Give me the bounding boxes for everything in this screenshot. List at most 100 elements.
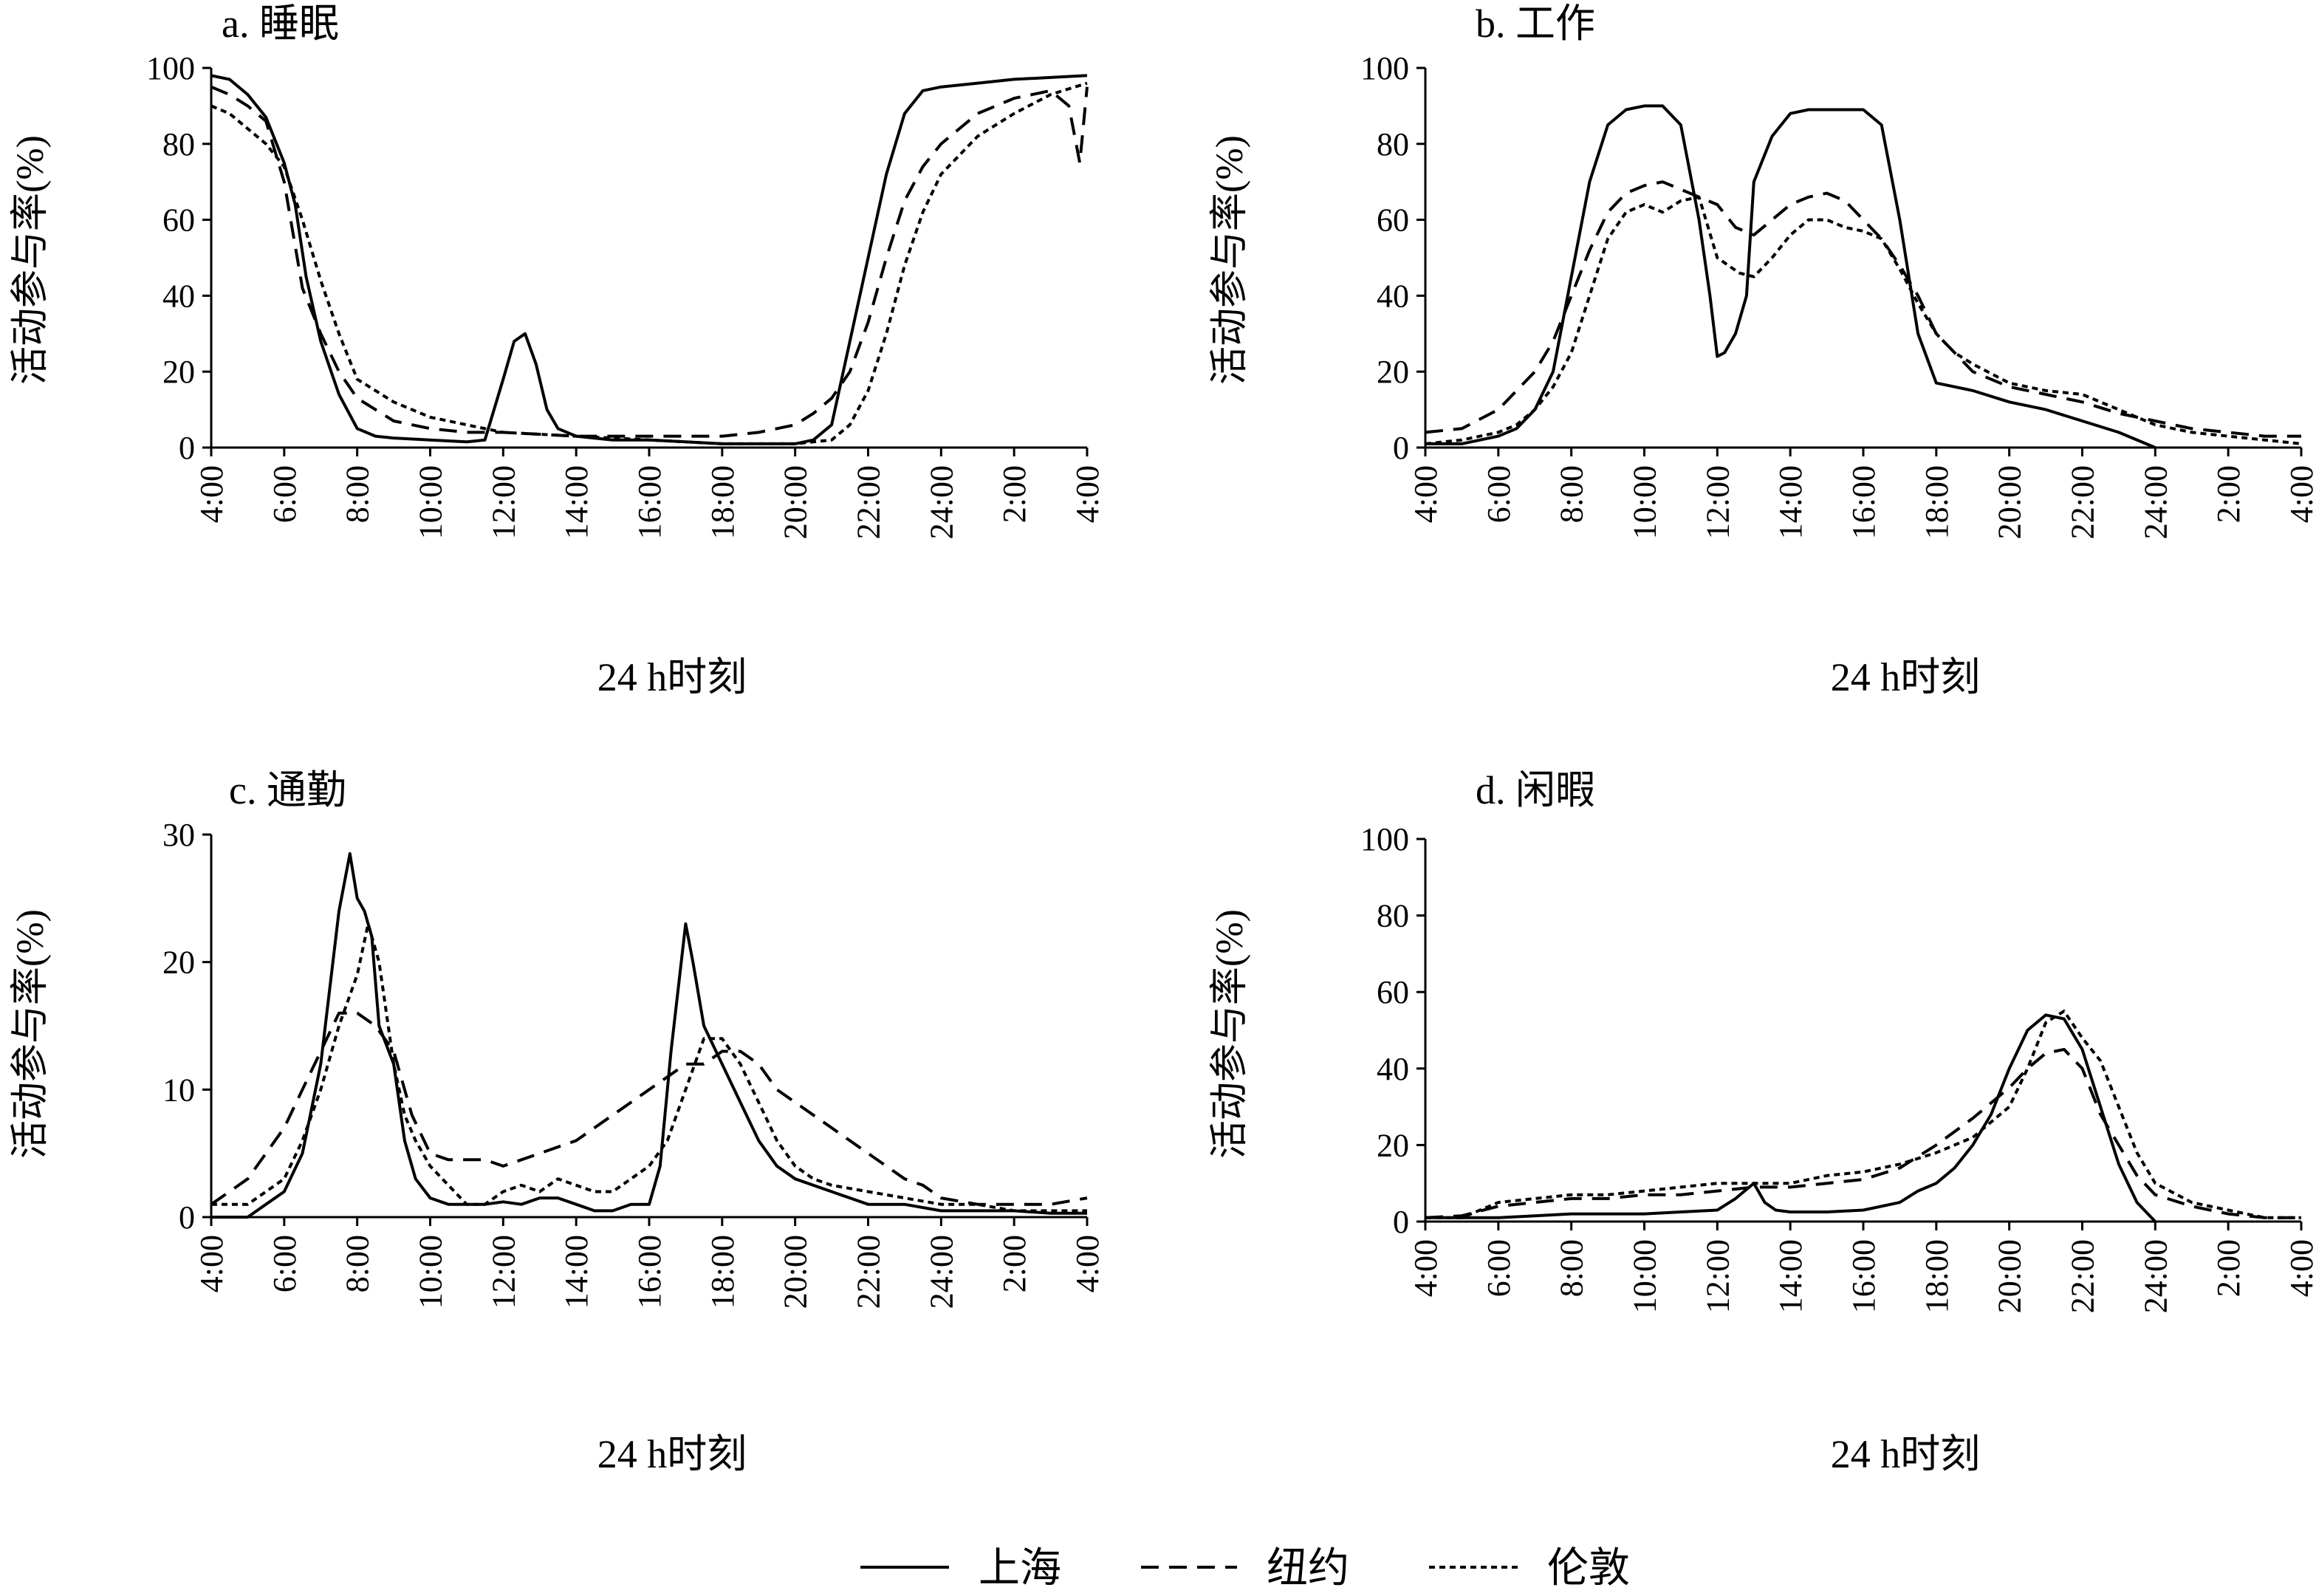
- y-axis-label: 活动参与率(%): [1209, 909, 1251, 1159]
- panel-title: d. 闲暇: [1476, 768, 1595, 812]
- x-tick-label: 6:00: [267, 465, 303, 523]
- x-tick-label: 4:00: [1408, 465, 1444, 523]
- x-tick-label: 8:00: [340, 1235, 376, 1292]
- x-tick-label: 22:00: [851, 465, 887, 539]
- panel-leisure: d. 闲暇 活动参与率(%) 24 h时刻 0 20 40 60 80 100 4:00 6:…: [1209, 768, 2316, 1476]
- x-tick-label: 10:00: [413, 465, 449, 539]
- series-line-london: [210, 81, 1088, 445]
- x-tick-label: 20:00: [778, 465, 814, 539]
- x-tick-label: 4:00: [1069, 465, 1106, 523]
- series-line-shanghai: [210, 74, 1088, 445]
- y-axis-label: 活动参与率(%): [1209, 135, 1251, 385]
- x-tick-label: 18:00: [705, 1235, 741, 1309]
- y-tick-label: 0: [1393, 430, 1409, 466]
- x-tick-label: 24:00: [2137, 1239, 2173, 1313]
- series-lines: [1425, 1010, 2301, 1223]
- x-tick-label: 16:00: [1846, 465, 1882, 539]
- series-line-newyork: [210, 1011, 1088, 1206]
- x-tick-label: 24:00: [923, 1235, 959, 1309]
- series-line-newyork: [1425, 180, 2301, 438]
- x-tick-label: 10:00: [1627, 1239, 1663, 1313]
- x-tick-label: 20:00: [1992, 1239, 2028, 1313]
- y-tick-label: 0: [179, 1199, 195, 1236]
- y-tick-label: 20: [1377, 1127, 1409, 1163]
- panel-title: c. 通勤: [229, 768, 346, 812]
- x-tick-label: 14:00: [558, 465, 595, 539]
- legend-label-london: 伦敦: [1547, 1546, 1630, 1592]
- x-tick-label: 22:00: [2065, 465, 2101, 539]
- x-tick-label: 18:00: [705, 465, 741, 539]
- series-line-newyork: [210, 85, 1089, 438]
- x-tick-label: 8:00: [1554, 1239, 1590, 1297]
- y-tick-label: 80: [162, 126, 195, 162]
- x-tick-label: 4:00: [2284, 1239, 2316, 1297]
- x-tick-label: 6:00: [1481, 1239, 1517, 1297]
- x-tick-label: 16:00: [1846, 1239, 1882, 1313]
- x-tick-label: 18:00: [1919, 1239, 1955, 1313]
- y-tick-label: 10: [162, 1072, 195, 1108]
- x-axis-label: 24 h时刻: [597, 1432, 747, 1476]
- series-lines: [210, 852, 1088, 1219]
- legend: 上海 纽约 伦敦: [860, 1546, 1630, 1592]
- y-tick-label: 20: [1377, 354, 1409, 390]
- series-line-london: [1425, 195, 2302, 445]
- x-tick-label: 2:00: [2210, 1239, 2247, 1297]
- axes: 0 20 40 60 80 100 4:00 6:00 8:00 10:00 12:00 14:00 1…: [1360, 50, 2316, 539]
- panel-work: b. 工作 活动参与率(%) 24 h时刻 0 20 40 60 80 100 4:00 6:…: [1209, 1, 2316, 699]
- y-tick-label: 40: [162, 278, 195, 314]
- y-tick-label: 20: [162, 354, 195, 390]
- y-tick-label: 80: [1377, 898, 1409, 934]
- x-tick-label: 22:00: [2065, 1239, 2101, 1313]
- x-tick-label: 8:00: [340, 465, 376, 523]
- x-tick-label: 2:00: [2210, 465, 2247, 523]
- y-axis-label: 活动参与率(%): [10, 135, 52, 385]
- series-line-london: [1425, 1010, 2301, 1219]
- x-tick-label: 6:00: [267, 1235, 303, 1292]
- y-tick-label: 60: [1377, 974, 1409, 1010]
- y-tick-label: 30: [162, 817, 195, 853]
- panel-title: b. 工作: [1476, 1, 1595, 46]
- series-line-newyork: [1425, 1047, 2301, 1219]
- y-tick-label: 60: [162, 202, 195, 239]
- y-tick-label: 0: [1393, 1204, 1409, 1240]
- x-tick-label: 4:00: [1408, 1239, 1444, 1297]
- series-line-shanghai: [211, 852, 1087, 1219]
- x-tick-label: 16:00: [631, 465, 668, 539]
- x-tick-label: 4:00: [1069, 1235, 1106, 1292]
- x-tick-label: 14:00: [1772, 1239, 1809, 1313]
- x-axis-label: 24 h时刻: [1831, 655, 1981, 699]
- panel-sleep: a. 睡眠 活动参与率(%) 24 h时刻 0 20 40 60 80 100 4:00 6:…: [10, 1, 1106, 699]
- x-axis-label: 24 h时刻: [1831, 1432, 1981, 1476]
- y-tick-label: 40: [1377, 278, 1409, 314]
- x-tick-label: 16:00: [631, 1235, 668, 1309]
- panel-title: a. 睡眠: [222, 1, 339, 46]
- axes: 0 20 40 60 80 100 4:00 6:00 8:00 10:00 12:00 14:00 1…: [146, 50, 1106, 539]
- x-tick-label: 14:00: [558, 1235, 595, 1309]
- y-tick-label: 100: [1360, 50, 1409, 86]
- y-tick-label: 0: [179, 430, 195, 466]
- x-tick-label: 4:00: [193, 1235, 230, 1292]
- series-lines: [1425, 104, 2302, 449]
- axes: 0 10 20 30 4:00 6:00 8:00 10:00 12:00 14:00 16:00 1…: [162, 817, 1106, 1309]
- y-tick-label: 100: [1360, 821, 1409, 857]
- panel-commute: c. 通勤 活动参与率(%) 24 h时刻 0 10 20 30 4:00 6:00 8:0…: [10, 768, 1106, 1476]
- y-tick-label: 100: [146, 50, 195, 86]
- x-tick-label: 12:00: [1699, 1239, 1736, 1313]
- series-line-shanghai: [1425, 104, 2156, 449]
- x-tick-label: 10:00: [1627, 465, 1663, 539]
- series-line-shanghai: [1425, 1013, 2156, 1223]
- x-tick-label: 24:00: [2137, 465, 2173, 539]
- series-line-london: [211, 922, 1087, 1213]
- x-tick-label: 24:00: [923, 465, 959, 539]
- x-tick-label: 14:00: [1772, 465, 1809, 539]
- x-tick-label: 12:00: [485, 465, 521, 539]
- x-tick-label: 4:00: [193, 465, 230, 523]
- x-tick-label: 12:00: [1699, 465, 1736, 539]
- x-tick-label: 18:00: [1919, 465, 1955, 539]
- y-tick-label: 60: [1377, 202, 1409, 239]
- y-tick-label: 80: [1377, 126, 1409, 162]
- x-tick-label: 2:00: [996, 465, 1032, 523]
- x-tick-label: 8:00: [1554, 465, 1590, 523]
